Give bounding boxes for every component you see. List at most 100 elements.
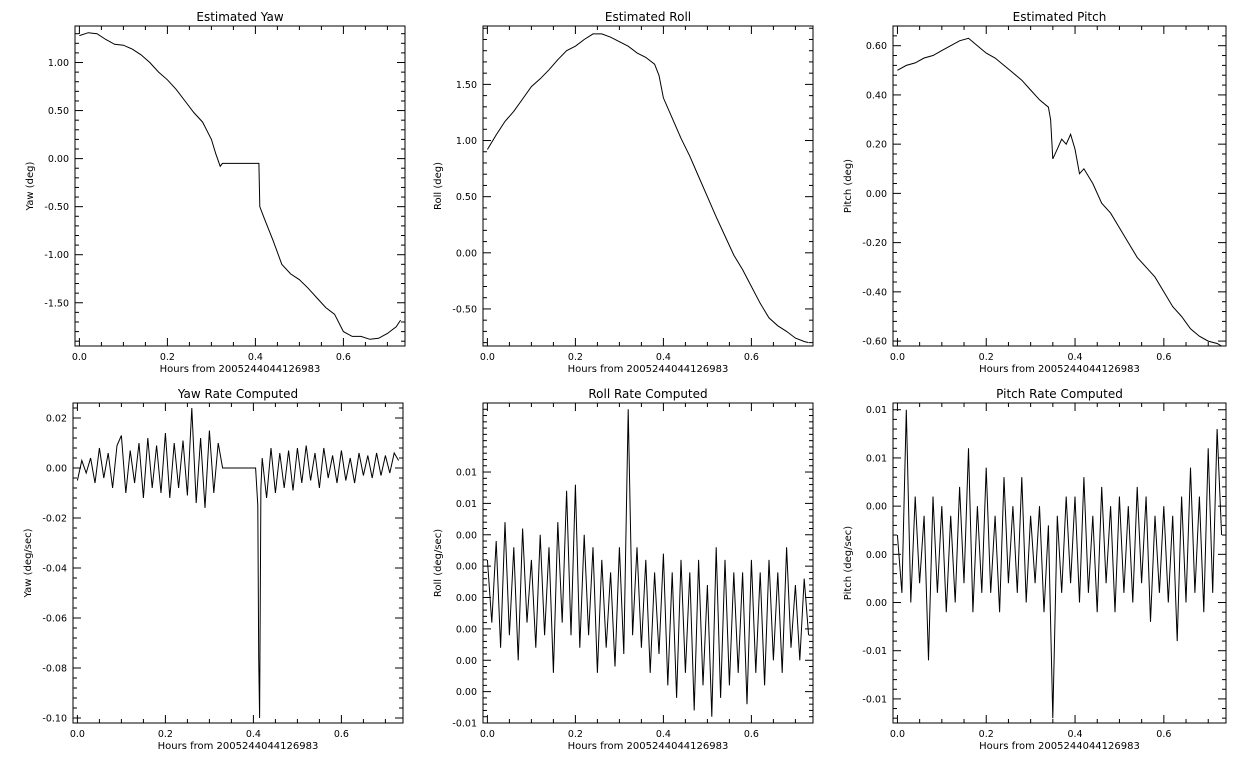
yaw-rate-ytick-label: 0.02	[46, 414, 67, 425]
estimated-yaw-xtick-label: 0.0	[72, 352, 87, 363]
pitch-rate-ytick-label: 0.00	[866, 550, 887, 561]
roll-rate-ytick-label: 0.00	[456, 687, 477, 698]
yaw-rate-ytick-label: -0.02	[42, 514, 67, 525]
roll-rate-xtick-label: 0.0	[480, 729, 495, 740]
estimated-yaw-ytick-label: 0.00	[48, 154, 69, 165]
roll-rate-frame	[482, 402, 814, 724]
estimated-pitch-frame	[892, 25, 1227, 347]
pitch-rate-series-line	[896, 409, 1223, 719]
pitch-rate-xtick-label: 0.2	[979, 729, 994, 740]
yaw-rate-xtick-label: 0.2	[158, 729, 173, 740]
estimated-roll-panel: 0.0 0.2 0.4 0.6 1.50 1.00 0.50 0.00 -0.50 Estimat…	[433, 10, 814, 375]
yaw-rate-ylabel: Yaw (deg/sec)	[23, 528, 34, 598]
estimated-roll-xlabel: Hours from 2005244044126983	[568, 364, 729, 375]
estimated-pitch-xtick-label: 0.6	[1156, 352, 1171, 363]
pitch-rate-xtick-label: 0.4	[1067, 729, 1082, 740]
estimated-pitch-xlabel: Hours from 2005244044126983	[979, 364, 1140, 375]
estimated-yaw-xtick-label: 0.2	[160, 352, 175, 363]
pitch-rate-ytick-label: -0.01	[862, 646, 887, 657]
estimated-yaw-series-line	[79, 32, 402, 340]
estimated-yaw-title: Estimated Yaw	[196, 10, 283, 24]
yaw-rate-series-line	[76, 407, 400, 719]
estimated-yaw-ytick-label: 1.00	[48, 58, 69, 69]
roll-rate-panel: 0.0 0.2 0.4 0.6 0.01 0.01 0.00 0.00 0.00 0.00 0.00…	[433, 387, 814, 752]
roll-rate-ytick-label: 0.00	[456, 562, 477, 573]
estimated-pitch-ytick-label: 0.20	[866, 140, 887, 151]
estimated-pitch-ytick-label: -0.40	[862, 287, 887, 298]
estimated-roll-xtick-label: 0.6	[744, 352, 759, 363]
estimated-pitch-ylabel: Pitch (deg)	[843, 159, 854, 213]
roll-rate-ytick-label: 0.00	[456, 624, 477, 635]
estimated-roll-ytick-label: 1.00	[456, 136, 477, 147]
roll-rate-xtick-label: 0.2	[568, 729, 583, 740]
estimated-roll-series-line	[486, 33, 809, 344]
roll-rate-series-line	[486, 409, 810, 717]
yaw-rate-ytick-label: -0.08	[42, 664, 67, 675]
pitch-rate-ytick-label: 0.01	[866, 453, 887, 464]
yaw-rate-xtick-label: 0.6	[334, 729, 349, 740]
estimated-yaw-xtick-label: 0.6	[336, 352, 351, 363]
estimated-pitch-panel: 0.0 0.2 0.4 0.6 0.60 0.40 0.20 0.00 -0.20 -0.40 -0…	[843, 10, 1227, 375]
estimated-roll-ylabel: Roll (deg)	[433, 162, 444, 210]
estimated-yaw-frame	[74, 25, 406, 347]
pitch-rate-xtick-label: 0.6	[1156, 729, 1171, 740]
yaw-rate-ytick-label: -0.04	[42, 564, 67, 575]
estimated-pitch-ytick-label: -0.60	[862, 337, 887, 348]
estimated-roll-xtick-label: 0.0	[480, 352, 495, 363]
roll-rate-ytick-label: -0.01	[452, 719, 477, 730]
roll-rate-xlabel: Hours from 2005244044126983	[568, 741, 729, 752]
yaw-rate-xtick-label: 0.4	[246, 729, 261, 740]
roll-rate-xtick-label: 0.6	[744, 729, 759, 740]
estimated-yaw-xlabel: Hours from 2005244044126983	[160, 364, 321, 375]
pitch-rate-ytick-label: 0.00	[866, 502, 887, 513]
roll-rate-ytick-label: 0.00	[456, 593, 477, 604]
estimated-pitch-title: Estimated Pitch	[1013, 10, 1107, 24]
roll-rate-ytick-label: 0.00	[456, 656, 477, 667]
roll-rate-ylabel: Roll (deg/sec)	[433, 529, 444, 597]
yaw-rate-frame	[72, 402, 404, 724]
pitch-rate-xlabel: Hours from 2005244044126983	[979, 741, 1140, 752]
estimated-roll-ytick-label: 0.50	[456, 192, 477, 203]
estimated-roll-frame	[482, 25, 814, 347]
estimated-yaw-ytick-label: 0.50	[48, 106, 69, 117]
yaw-rate-ytick-label: -0.06	[42, 614, 67, 625]
estimated-yaw-ytick-label: -1.50	[44, 298, 69, 309]
estimated-pitch-xtick-label: 0.2	[979, 352, 994, 363]
roll-rate-ytick-label: 0.01	[456, 468, 477, 479]
estimated-pitch-ytick-label: 0.40	[866, 90, 887, 101]
pitch-rate-xtick-label: 0.0	[890, 729, 905, 740]
estimated-pitch-ytick-label: 0.60	[866, 41, 887, 52]
estimated-yaw-ytick-label: -1.00	[44, 250, 69, 261]
estimated-pitch-xtick-label: 0.4	[1067, 352, 1082, 363]
estimated-pitch-series-line	[897, 37, 1222, 347]
roll-rate-ytick-label: 0.00	[456, 530, 477, 541]
roll-rate-ytick-label: 0.01	[456, 499, 477, 510]
roll-rate-xtick-label: 0.4	[656, 729, 671, 740]
pitch-rate-ytick-label: 0.00	[866, 598, 887, 609]
estimated-roll-ytick-label: -0.50	[452, 304, 477, 315]
estimated-roll-ytick-label: 0.00	[456, 248, 477, 259]
estimated-yaw-ytick-label: -0.50	[44, 202, 69, 213]
estimated-yaw-xtick-label: 0.4	[248, 352, 263, 363]
yaw-rate-ytick-label: -0.10	[42, 714, 67, 725]
yaw-rate-xlabel: Hours from 2005244044126983	[158, 741, 319, 752]
estimated-roll-ytick-label: 1.50	[456, 80, 477, 91]
estimated-pitch-xtick-label: 0.0	[890, 352, 905, 363]
estimated-yaw-panel: 0.0 0.2 0.4 0.6 1.00 0.50 0.00 -0.50 -1.00 -1.50 E…	[25, 10, 406, 375]
estimated-roll-xtick-label: 0.4	[656, 352, 671, 363]
estimated-pitch-ytick-label: 0.00	[866, 189, 887, 200]
yaw-rate-xtick-label: 0.0	[70, 729, 85, 740]
roll-rate-title: Roll Rate Computed	[588, 387, 707, 401]
estimated-roll-xtick-label: 0.2	[568, 352, 583, 363]
pitch-rate-title: Pitch Rate Computed	[996, 387, 1123, 401]
pitch-rate-ylabel: Pitch (deg/sec)	[843, 526, 854, 601]
yaw-rate-panel: 0.0 0.2 0.4 0.6 0.02 0.00 -0.02 -0.04 -0.06 -0.08…	[23, 387, 404, 752]
estimated-yaw-ylabel: Yaw (deg)	[25, 161, 36, 211]
pitch-rate-frame	[892, 402, 1227, 724]
yaw-rate-title: Yaw Rate Computed	[177, 387, 298, 401]
estimated-pitch-ytick-label: -0.20	[862, 238, 887, 249]
estimated-roll-title: Estimated Roll	[605, 10, 691, 24]
pitch-rate-panel: 0.0 0.2 0.4 0.6 0.01 0.01 0.00 0.00 0.00 -0.01 -0.…	[843, 387, 1227, 752]
pitch-rate-ytick-label: 0.01	[866, 405, 887, 416]
